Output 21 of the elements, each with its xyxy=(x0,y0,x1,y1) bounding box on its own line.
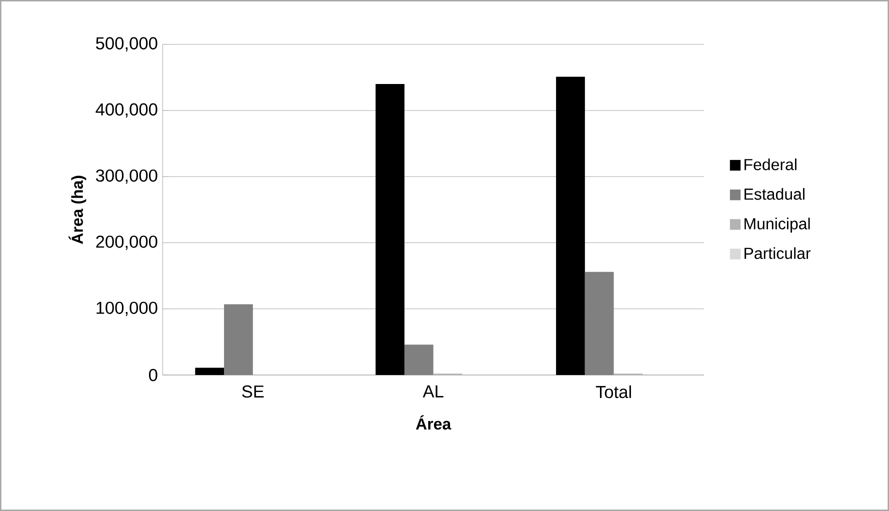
y-tick-label: 500,000 xyxy=(96,37,158,52)
legend-label: Federal xyxy=(744,158,796,170)
bar xyxy=(376,84,404,375)
y-tick-label: 100,000 xyxy=(96,302,158,316)
y-axis-title: Área (ha) xyxy=(68,176,86,244)
bar xyxy=(195,368,224,375)
y-tick-label: 200,000 xyxy=(96,236,158,250)
bar xyxy=(224,304,253,375)
bar xyxy=(556,76,585,375)
y-tick-label: 0 xyxy=(148,368,158,382)
bar xyxy=(584,272,614,375)
y-tick-label: 300,000 xyxy=(96,169,158,184)
legend-label: Municipal xyxy=(744,218,810,233)
x-axis-title: Área xyxy=(416,415,452,430)
legend-label: Particular xyxy=(744,247,811,260)
y-tick-label: 400,000 xyxy=(96,103,158,118)
x-tick-label: SE xyxy=(242,385,264,398)
legend-label: Estadual xyxy=(744,188,804,200)
x-tick-label: AL xyxy=(422,385,444,398)
bar xyxy=(404,344,434,375)
x-tick-label: Total xyxy=(596,385,631,398)
